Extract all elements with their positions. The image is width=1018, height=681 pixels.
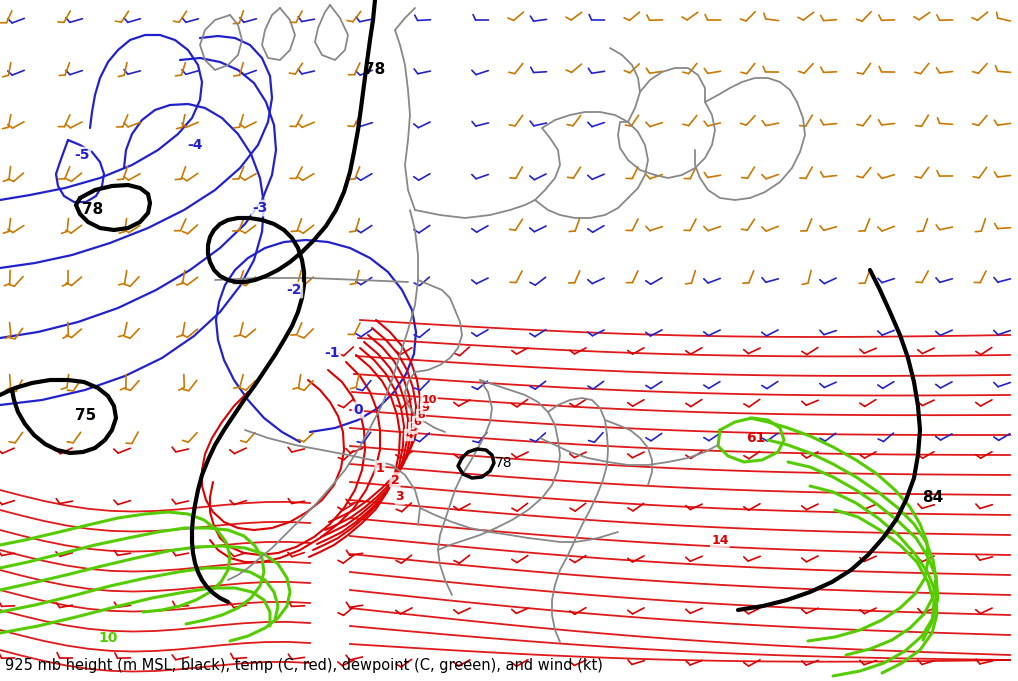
Text: -3: -3: [252, 201, 268, 215]
Text: 2: 2: [391, 473, 399, 486]
Text: 10: 10: [99, 631, 118, 645]
Text: 78: 78: [364, 63, 386, 78]
Text: 9: 9: [421, 403, 429, 413]
Text: 4: 4: [405, 430, 413, 440]
Text: 5: 5: [409, 423, 416, 433]
Text: -2: -2: [286, 283, 301, 297]
Text: -5: -5: [74, 148, 90, 162]
Text: 10: 10: [421, 395, 437, 405]
Text: 84: 84: [922, 490, 944, 505]
Text: 75: 75: [75, 407, 97, 422]
Text: 14: 14: [712, 533, 729, 546]
Text: 925 mb height (m MSL, black), temp (C, red), dewpoint (C, greeen), and wind (kt): 925 mb height (m MSL, black), temp (C, r…: [5, 658, 603, 673]
Text: -1: -1: [325, 346, 340, 360]
Text: 6: 6: [413, 417, 420, 427]
Text: 61: 61: [746, 431, 766, 445]
Text: 78: 78: [82, 202, 103, 217]
Text: 78: 78: [495, 456, 513, 470]
Text: -4: -4: [187, 138, 203, 152]
Text: 1: 1: [376, 462, 385, 475]
Text: 0: 0: [353, 403, 362, 417]
Text: 8: 8: [417, 410, 425, 420]
Text: 3: 3: [396, 490, 404, 503]
